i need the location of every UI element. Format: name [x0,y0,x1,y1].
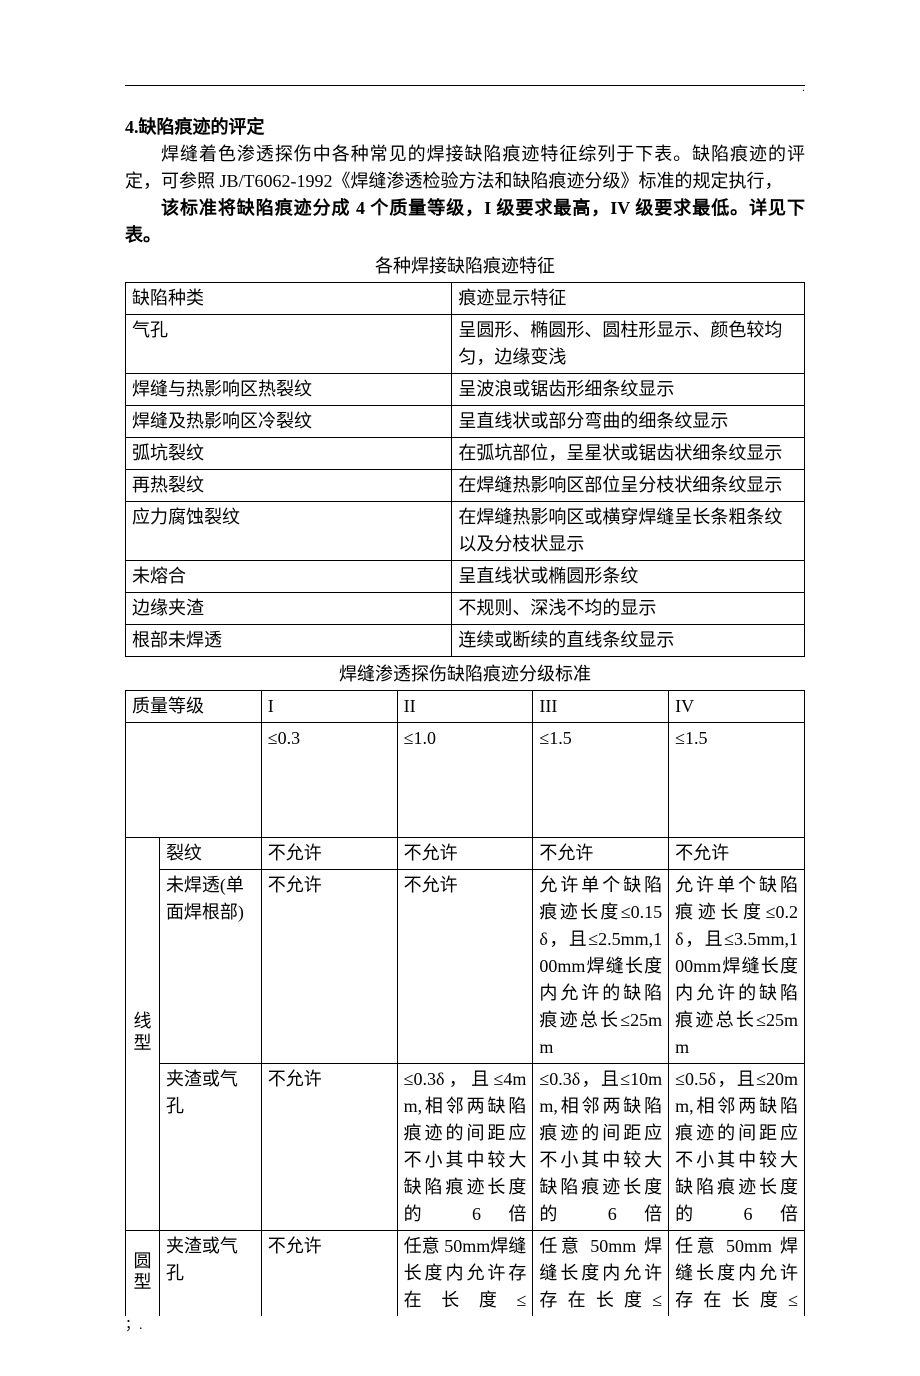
cell: 不允许 [533,838,669,870]
cell: 再热裂纹 [126,470,452,502]
cell: 允许单个缺陷痕迹长度≤0.2δ，且≤3.5mm,100mm焊缝长度内允许的缺陷痕… [669,870,805,1064]
cell: 不规则、深浅不均的显示 [452,593,805,625]
t2-cat-linetype: 线型 [126,838,160,1231]
cell: ≤1.5 [533,723,669,838]
t2-header-g4: IV [669,691,805,723]
cell: ≤1.0 [397,723,533,838]
table-row: 弧坑裂纹在弧坑部位，呈星状或锯齿状细条纹显示 [126,438,805,470]
intro-paragraph-1: 焊缝着色渗透探伤中各种常见的焊接缺陷痕迹特征综列于下表。缺陷痕迹的评定，可参照 … [125,141,805,195]
table-row: 再热裂纹在焊缝热影响区部位呈分枝状细条纹显示 [126,470,805,502]
cell: 边缘夹渣 [126,593,452,625]
cell: 气孔 [126,315,452,374]
cell: 夹渣或气孔 [159,1064,261,1231]
cell: 不允许 [261,870,397,1064]
cell: ≤0.5δ，且≤20mm,相邻两缺陷痕迹的间距应不小其中较大缺陷痕迹长度的 6 … [669,1064,805,1231]
cell: 不允许 [261,1064,397,1231]
t2-header-g2: II [397,691,533,723]
table-row: 焊缝与热影响区热裂纹呈波浪或锯齿形细条纹显示 [126,374,805,406]
cell: 在焊缝热影响区或横穿焊缝呈长条粗条纹以及分枝状显示 [452,502,805,561]
cell: 不允许 [397,838,533,870]
cell: 任意 50mm 焊缝长度内允许存在长度≤ [533,1231,669,1317]
table-row: 焊缝及热影响区冷裂纹呈直线状或部分弯曲的细条纹显示 [126,406,805,438]
table-row: 根部未焊透连续或断续的直线条纹显示 [126,625,805,657]
table-row: 未焊透(单面焊根部) 不允许 不允许 允许单个缺陷痕迹长度≤0.15δ，且≤2.… [126,870,805,1064]
top-rule [125,85,805,86]
cell: 应力腐蚀裂纹 [126,502,452,561]
table1-header-c1: 缺陷种类 [126,283,452,315]
defect-feature-table: 缺陷种类 痕迹显示特征 气孔呈圆形、椭圆形、圆柱形显示、颜色较均匀，边缘变浅 焊… [125,282,805,657]
table2-caption: 焊缝渗透探伤缺陷痕迹分级标准 [125,661,805,688]
table-row: 质量等级 I II III IV [126,691,805,723]
cell: 裂纹 [159,838,261,870]
cell: 呈波浪或锯齿形细条纹显示 [452,374,805,406]
t2-cat-roundtype: 圆型 [126,1231,160,1317]
table-row: 夹渣或气孔 不允许 ≤0.3δ，且≤4mm,相邻两缺陷痕迹的间距应不小其中较大缺… [126,1064,805,1231]
table-row: 线型 裂纹 不允许 不允许 不允许 不允许 [126,838,805,870]
cell: 连续或断续的直线条纹显示 [452,625,805,657]
cell: 不允许 [261,1231,397,1317]
footer-mark: ；. [125,1315,143,1336]
t2-header-g1: I [261,691,397,723]
t2-empty-sub [126,723,262,838]
cell: ≤0.3δ，且≤10mm,相邻两缺陷痕迹的间距应不小其中较大缺陷痕迹长度的 6 … [533,1064,669,1231]
cell: 不允许 [261,838,397,870]
table-row: ≤0.3 ≤1.0 ≤1.5 ≤1.5 [126,723,805,838]
table1-caption: 各种焊接缺陷痕迹特征 [125,253,805,280]
cell: 未焊透(单面焊根部) [159,870,261,1064]
cell: 夹渣或气孔 [159,1231,261,1317]
cell: ≤0.3δ，且≤4mm,相邻两缺陷痕迹的间距应不小其中较大缺陷痕迹长度的 6 倍 [397,1064,533,1231]
cell: 任意 50mm焊缝长度内允许存在长度≤ [397,1231,533,1317]
cell: 焊缝与热影响区热裂纹 [126,374,452,406]
t2-header-sub: 质量等级 [126,691,262,723]
table-row: 气孔呈圆形、椭圆形、圆柱形显示、颜色较均匀，边缘变浅 [126,315,805,374]
table-row: 应力腐蚀裂纹在焊缝热影响区或横穿焊缝呈长条粗条纹以及分枝状显示 [126,502,805,561]
cell: 呈圆形、椭圆形、圆柱形显示、颜色较均匀，边缘变浅 [452,315,805,374]
cell: 在焊缝热影响区部位呈分枝状细条纹显示 [452,470,805,502]
cell: ≤1.5 [669,723,805,838]
table-row: 未熔合呈直线状或椭圆形条纹 [126,561,805,593]
table-row: 边缘夹渣不规则、深浅不均的显示 [126,593,805,625]
cell: ≤0.3 [261,723,397,838]
section-heading: 4.缺陷痕迹的评定 [125,114,805,141]
cell: 呈直线状或椭圆形条纹 [452,561,805,593]
cell: 不允许 [669,838,805,870]
cell: 在弧坑部位，呈星状或锯齿状细条纹显示 [452,438,805,470]
table-row: 圆型 夹渣或气孔 不允许 任意 50mm焊缝长度内允许存在长度≤ 任意 50mm… [126,1231,805,1317]
cell: 任意 50mm 焊缝长度内允许存在长度≤ [669,1231,805,1317]
intro-paragraph-2-bold: 该标准将缺陷痕迹分成 4 个质量等级，I 级要求最高，IV 级要求最低。详见下表… [125,195,805,249]
cell: 焊缝及热影响区冷裂纹 [126,406,452,438]
t2-header-g3: III [533,691,669,723]
cell: 弧坑裂纹 [126,438,452,470]
cell: 不允许 [397,870,533,1064]
cell: 呈直线状或部分弯曲的细条纹显示 [452,406,805,438]
table-row: 缺陷种类 痕迹显示特征 [126,283,805,315]
cell: 根部未焊透 [126,625,452,657]
page: . 4.缺陷痕迹的评定 焊缝着色渗透探伤中各种常见的焊接缺陷痕迹特征综列于下表。… [0,0,920,1376]
table1-header-c2: 痕迹显示特征 [452,283,805,315]
grade-standard-table: 质量等级 I II III IV ≤0.3 ≤1.0 ≤1.5 ≤1.5 线型 … [125,690,805,1316]
cell: 未熔合 [126,561,452,593]
corner-dot: . [802,78,805,96]
cell: 允许单个缺陷痕迹长度≤0.15δ，且≤2.5mm,100mm焊缝长度内允许的缺陷… [533,870,669,1064]
